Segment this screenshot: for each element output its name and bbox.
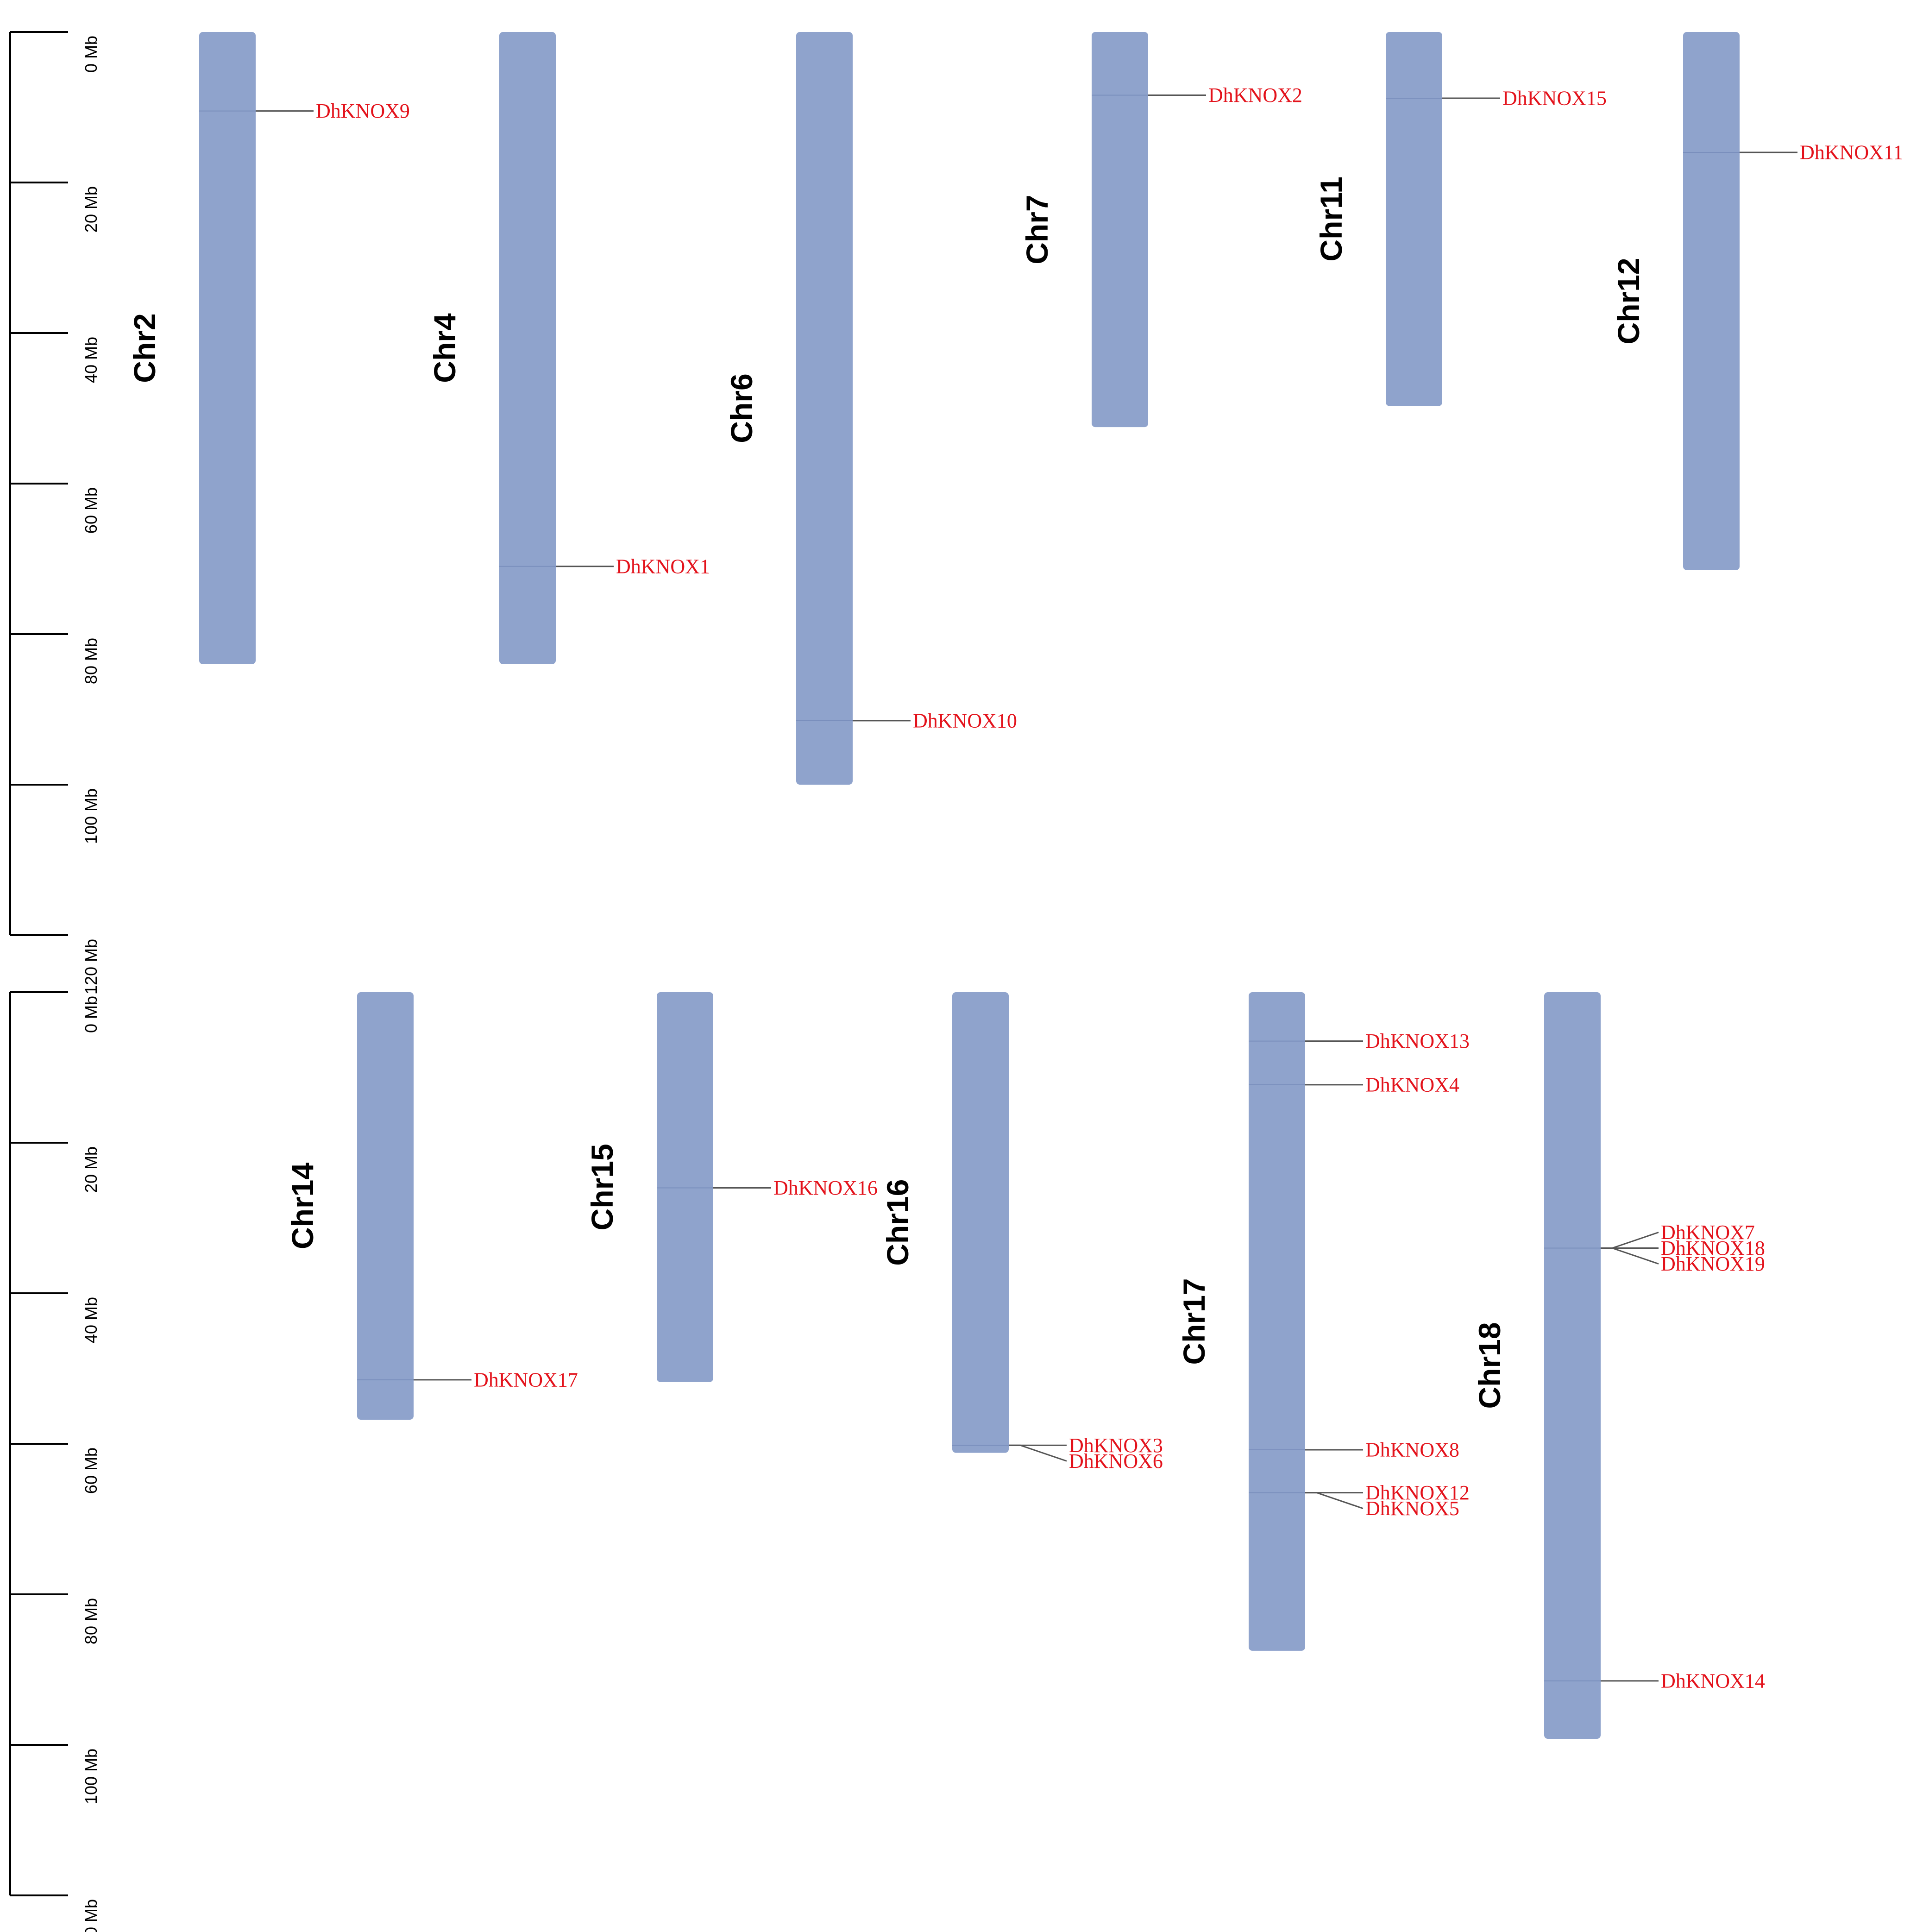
chromosome-name: Chr6 (724, 373, 759, 443)
scale-tick-label: 0 Mb (82, 36, 101, 73)
top-panel: 0 Mb 20 Mb 40 Mb 60 Mb 80 Mb 100 Mb 120 Mb Chr2… (9, 31, 1903, 994)
chromosome-bar (357, 992, 414, 1420)
scale-tick-label: 100 Mb (82, 1749, 101, 1804)
chromosome-name: Chr12 (1611, 258, 1646, 344)
gene-label: DhKNOX18 (1661, 1237, 1765, 1259)
bottom-panel: 0 Mb 20 Mb 40 Mb 60 Mb 80 Mb 100 Mb 120 Mb Chr1… (9, 991, 1765, 1932)
scale-tick-label: 20 Mb (82, 186, 101, 233)
gene-label: DhKNOX7 (1661, 1221, 1755, 1244)
gene-label: DhKNOX14 (1661, 1669, 1765, 1692)
scale-tick-label: 100 Mb (82, 788, 101, 844)
chromosome-bar (1544, 992, 1601, 1739)
gene-label: DhKNOX5 (1365, 1497, 1459, 1520)
scale-tick-label: 40 Mb (82, 337, 101, 383)
gene-label: DhKNOX13 (1365, 1030, 1470, 1052)
gene-label: DhKNOX6 (1069, 1450, 1163, 1473)
scale-tick-label: 80 Mb (82, 1598, 101, 1644)
chromosome-bar (952, 992, 1009, 1453)
chromosome-chr15: Chr15 DhKNOX16 (585, 992, 878, 1382)
chromosome-chr17: Chr17 DhKNOX13 DhKNOX4 DhKNOX8 DhKNOX12DhKNO… (1177, 992, 1470, 1651)
chromosome-bar (1683, 32, 1740, 570)
chromosome-bar (1249, 992, 1305, 1651)
chromosome-name: Chr4 (427, 313, 462, 383)
gene-connector (1305, 1492, 1364, 1510)
gene-label: DhKNOX16 (773, 1177, 878, 1199)
chromosome-bar (199, 32, 256, 664)
chromosome-chr12: Chr12 DhKNOX11 (1611, 32, 1903, 570)
chromosome-chr14: Chr14 DhKNOX17 (285, 992, 578, 1420)
chromosome-bar (657, 992, 713, 1382)
chromosome-name: Chr16 (880, 1179, 915, 1266)
scale-tick-label: 120 Mb (82, 939, 101, 994)
chromosome-name: Chr18 (1472, 1322, 1507, 1409)
gene-label: DhKNOX9 (316, 100, 410, 122)
chromosome-bar (499, 32, 556, 664)
gene-label: DhKNOX4 (1365, 1073, 1459, 1096)
gene-label: DhKNOX12 (1365, 1481, 1470, 1504)
gene-label: DhKNOX1 (616, 555, 710, 578)
chromosome-chr4: Chr4 DhKNOX1 (427, 32, 710, 664)
scale-tick-label: 120 Mb (82, 1899, 101, 1932)
chromosome-name: Chr2 (127, 313, 162, 383)
gene-label: DhKNOX2 (1208, 84, 1302, 107)
chromosome-name: Chr14 (285, 1163, 320, 1249)
chromosome-name: Chr11 (1314, 176, 1348, 261)
gene-connector (1009, 1444, 1067, 1462)
gene-label: DhKNOX11 (1800, 141, 1903, 164)
gene-label: DhKNOX3 (1069, 1434, 1163, 1457)
chromosome-chr11: Chr11 DhKNOX15 (1314, 32, 1607, 406)
scale-tick-label: 60 Mb (82, 487, 101, 534)
gene-label: DhKNOX15 (1502, 87, 1607, 110)
scale-tick-label: 40 Mb (82, 1297, 101, 1343)
chromosome-bar (796, 32, 853, 785)
chromosome-chr7: Chr7 DhKNOX2 (1020, 32, 1302, 428)
chromosome-name: Chr15 (585, 1144, 619, 1230)
chromosome-bar (1386, 32, 1442, 406)
gene-label: DhKNOX8 (1365, 1439, 1459, 1461)
gene-label: DhKNOX17 (474, 1368, 578, 1391)
scale-tick-label: 0 Mb (82, 996, 101, 1033)
chromosome-bar (1092, 32, 1148, 428)
chromosome-name: Chr17 (1177, 1278, 1211, 1365)
scale-tick-label: 20 Mb (82, 1146, 101, 1193)
chromosome-chr2: Chr2 DhKNOX9 (127, 32, 410, 664)
chromosome-chr6: Chr6 DhKNOX10 (724, 32, 1017, 785)
gene-connector (1601, 1247, 1659, 1265)
gene-label: DhKNOX19 (1661, 1252, 1765, 1275)
gene-connector (1601, 1232, 1659, 1249)
gene-label: DhKNOX10 (913, 709, 1017, 732)
chromosome-name: Chr7 (1020, 195, 1054, 264)
scale-tick-label: 80 Mb (82, 638, 101, 684)
scale-tick-label: 60 Mb (82, 1447, 101, 1494)
